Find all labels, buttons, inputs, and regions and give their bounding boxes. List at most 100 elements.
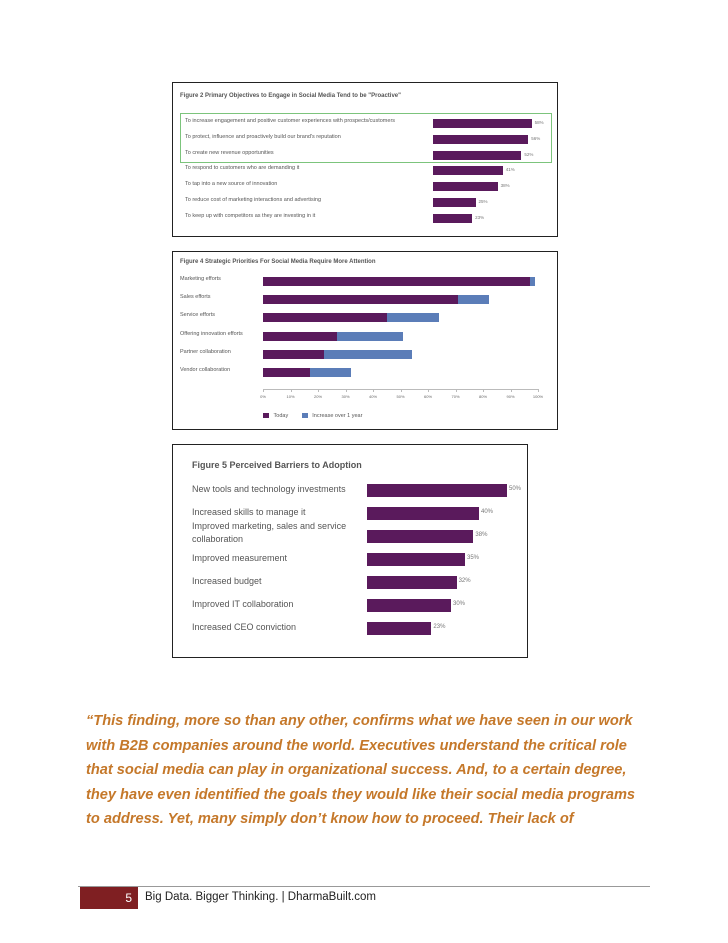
bar xyxy=(367,599,451,612)
category-label: Improved measurement xyxy=(192,553,288,563)
bar xyxy=(367,530,474,543)
x-tick-mark xyxy=(538,389,539,392)
x-tick-label: 30% xyxy=(341,394,350,399)
bar-increase xyxy=(309,368,351,377)
category-label: collaboration xyxy=(192,534,244,544)
bar-today xyxy=(263,313,387,323)
category-label: Improved IT collaboration xyxy=(192,599,294,609)
bar-increase xyxy=(386,313,439,323)
value-label: 35% xyxy=(467,555,480,561)
legend-swatch-today xyxy=(263,413,269,419)
x-tick-label: 0% xyxy=(260,394,266,399)
category-label: Marketing efforts xyxy=(180,276,221,282)
bar xyxy=(433,119,532,128)
bar-increase xyxy=(529,277,536,286)
page-number-box: 5 xyxy=(80,887,138,909)
x-tick-label: 90% xyxy=(506,394,515,399)
x-tick-label: 80% xyxy=(478,394,488,399)
x-tick-mark xyxy=(318,389,319,392)
page-number: 5 xyxy=(125,891,132,905)
bar xyxy=(367,576,457,589)
bar xyxy=(433,150,522,160)
footer-text: Big Data. Bigger Thinking. | DharmaBuilt… xyxy=(145,891,376,903)
value-label: 50% xyxy=(509,486,522,492)
pull-quote: “This finding, more so than any other, c… xyxy=(86,709,666,832)
x-tick-label: 50% xyxy=(396,394,405,399)
quote-line: “This finding, more so than any other, c… xyxy=(86,713,633,729)
quote-line: that social media can play in organizati… xyxy=(86,762,627,779)
category-label: Service efforts xyxy=(180,312,216,319)
bar xyxy=(367,484,507,497)
x-tick-label: 10% xyxy=(286,394,295,399)
bar xyxy=(367,622,432,635)
value-label: 56% xyxy=(531,135,541,141)
bar xyxy=(367,553,465,566)
x-tick-label: 20% xyxy=(313,394,323,399)
x-tick-mark xyxy=(455,389,457,392)
category-label: To respond to customers who are demandin… xyxy=(185,165,300,172)
category-label: To increase engagement and positive cust… xyxy=(185,118,396,124)
x-tick-label: 70% xyxy=(451,394,460,399)
category-label: Increased skills to manage it xyxy=(192,507,306,517)
x-tick-mark xyxy=(428,389,429,392)
bar xyxy=(367,507,479,520)
category-label: Increased CEO conviction xyxy=(192,622,297,632)
category-label: Improved marketing, sales and service xyxy=(192,521,347,531)
figure-5-title: Figure 5 Perceived Barriers to Adoption xyxy=(192,460,362,470)
category-label: Vendor collaboration xyxy=(180,367,231,373)
category-label: Partner collaboration xyxy=(180,348,231,355)
bar-today xyxy=(263,295,459,305)
value-label: 58% xyxy=(534,120,544,125)
x-tick-mark xyxy=(263,389,264,392)
category-label: To reduce cost of marketing interactions… xyxy=(185,197,322,203)
x-tick-mark xyxy=(290,389,292,392)
x-tick-mark xyxy=(400,389,402,392)
category-label: To create new revenue opportunities xyxy=(185,149,274,156)
figure-2-chart: Figure 2 Primary Objectives to Engage in… xyxy=(172,82,558,237)
category-label: To keep up with competitors as they are … xyxy=(185,212,316,219)
bar xyxy=(433,198,476,207)
category-label: Increased budget xyxy=(192,576,262,586)
category-label: Sales efforts xyxy=(180,294,211,301)
bar-today xyxy=(263,331,338,341)
bar-today xyxy=(263,349,324,359)
category-label: Offering innovation efforts xyxy=(180,330,243,337)
bar xyxy=(433,213,473,223)
category-label: To tap into a new source of innovation xyxy=(185,181,278,188)
quote-line: they have even identified the goals they… xyxy=(86,786,636,803)
footer-divider xyxy=(78,886,650,887)
bar xyxy=(433,134,529,144)
figure-4-title: Figure 4 Strategic Priorities For Social… xyxy=(180,259,376,265)
value-label: 30% xyxy=(453,601,466,607)
figure-4-chart: Figure 4 Strategic Priorities For Social… xyxy=(172,251,558,430)
quote-line: with B2B companies around the world. Exe… xyxy=(86,737,627,754)
value-label: 38% xyxy=(475,532,488,538)
value-label: 38% xyxy=(500,183,510,189)
value-label: 41% xyxy=(505,167,515,173)
figure-5-chart: Figure 5 Perceived Barriers to Adoption … xyxy=(172,444,528,658)
figure-2-title: Figure 2 Primary Objectives to Engage in… xyxy=(180,93,401,99)
highlight-box xyxy=(180,113,552,163)
bar-today xyxy=(263,368,310,377)
bar-increase xyxy=(337,331,404,341)
x-tick-mark xyxy=(510,389,512,392)
value-label: 40% xyxy=(481,509,494,515)
category-label: To protect, influence and proactively bu… xyxy=(185,133,341,140)
x-tick-mark xyxy=(345,389,347,392)
bar-increase xyxy=(458,295,489,305)
legend: Today Increase over 1 year xyxy=(263,413,362,419)
x-tick-label: 60% xyxy=(423,394,433,399)
value-label: 52% xyxy=(524,151,534,157)
value-label: 25% xyxy=(478,199,488,204)
x-tick-mark xyxy=(373,389,374,392)
legend-swatch-increase xyxy=(301,413,308,419)
bar xyxy=(433,166,503,176)
value-label: 23% xyxy=(475,214,485,220)
x-tick-label: 40% xyxy=(368,394,378,399)
bar-today xyxy=(263,277,530,286)
value-label: 32% xyxy=(458,578,471,584)
x-tick-mark xyxy=(483,389,484,392)
bar xyxy=(433,182,498,192)
quote-line: to address. Yet, many simply don’t know … xyxy=(86,811,574,828)
category-label: New tools and technology investments xyxy=(192,484,346,494)
